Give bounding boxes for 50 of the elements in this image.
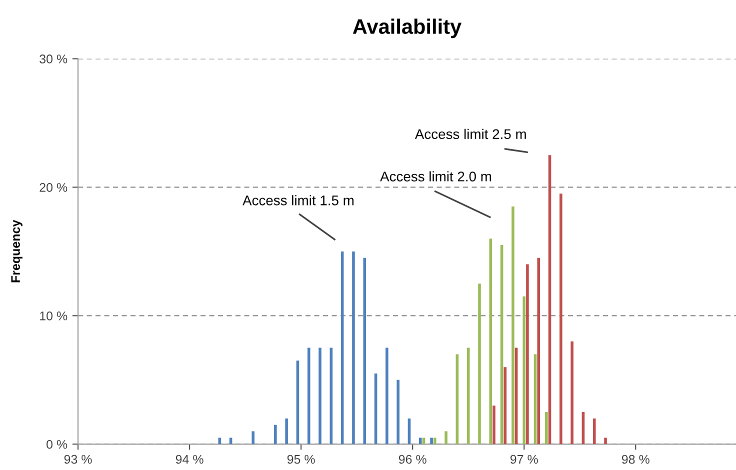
bar bbox=[548, 155, 552, 444]
bar bbox=[352, 251, 355, 444]
x-tick-label: 97 % bbox=[510, 454, 538, 464]
bar bbox=[504, 367, 507, 444]
bar bbox=[418, 438, 422, 444]
bar bbox=[386, 348, 388, 444]
bar bbox=[537, 258, 540, 444]
bar bbox=[307, 348, 310, 444]
bar bbox=[285, 418, 288, 444]
bar bbox=[430, 438, 433, 444]
x-tick-label: 96 % bbox=[398, 454, 426, 464]
y-tick-label: 10 % bbox=[40, 311, 68, 320]
y-tick-label: 30 % bbox=[40, 54, 68, 64]
chart-title: Availability bbox=[352, 18, 462, 38]
annotation: Access limit 2.0 m bbox=[380, 171, 492, 182]
y-axis-title: Frequency bbox=[11, 220, 22, 282]
bar bbox=[318, 348, 322, 444]
bar bbox=[456, 354, 459, 444]
bar bbox=[363, 258, 366, 444]
annotation: Access limit 1.5 m bbox=[242, 195, 354, 206]
bar bbox=[500, 245, 504, 444]
bar bbox=[560, 194, 562, 444]
annotation: Access limit 2.5 m bbox=[414, 128, 526, 140]
bar bbox=[252, 431, 254, 444]
x-tick-label: 94 % bbox=[176, 454, 204, 464]
bar bbox=[526, 264, 529, 444]
bar bbox=[340, 251, 344, 444]
bar bbox=[296, 360, 300, 444]
bar bbox=[492, 406, 496, 444]
y-tick-label: 20 % bbox=[40, 183, 68, 192]
bar bbox=[545, 412, 548, 444]
bar bbox=[512, 206, 514, 444]
x-tick-label: 95 % bbox=[287, 454, 315, 464]
bar bbox=[422, 438, 426, 444]
bar bbox=[534, 354, 537, 444]
bar bbox=[604, 438, 607, 444]
y-tick-label: 0 % bbox=[46, 440, 68, 449]
bar bbox=[396, 380, 400, 444]
bar bbox=[444, 431, 448, 444]
x-tick-label: 98 % bbox=[622, 454, 650, 464]
bar bbox=[522, 296, 526, 444]
bar bbox=[592, 418, 596, 444]
x-tick-label: 93 % bbox=[64, 454, 92, 464]
bar bbox=[478, 284, 481, 444]
bar bbox=[433, 438, 436, 444]
bar bbox=[229, 438, 232, 444]
bar bbox=[489, 238, 492, 444]
bar bbox=[274, 424, 277, 444]
bar bbox=[218, 438, 222, 444]
bar bbox=[570, 341, 574, 444]
